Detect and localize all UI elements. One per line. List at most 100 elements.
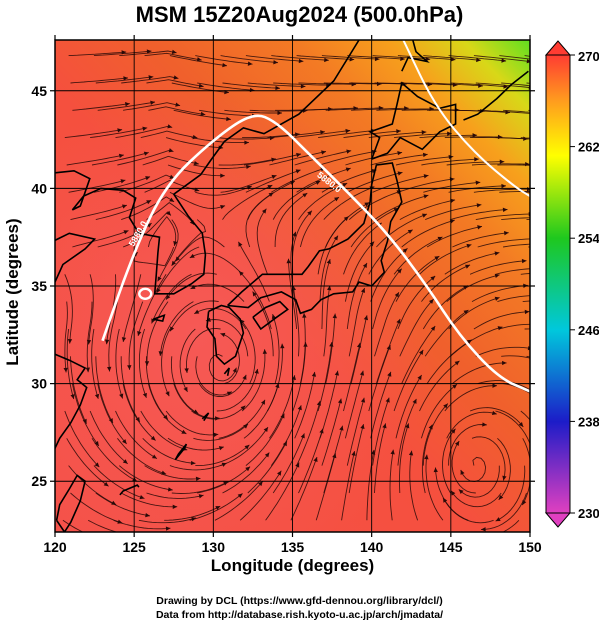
streamline (319, 235, 339, 302)
streamline-arrow (531, 111, 536, 115)
streamline-arrow (360, 397, 366, 403)
streamline-arrow (502, 207, 508, 212)
streamline (68, 51, 127, 57)
streamline (464, 519, 520, 532)
streamline-arrow (170, 326, 175, 332)
streamline (140, 130, 198, 139)
streamline (171, 219, 207, 266)
streamline-arrow (247, 61, 253, 66)
contour-5880-small (138, 287, 153, 301)
streamline-arrow (501, 58, 507, 63)
streamline-arrow (226, 116, 231, 122)
streamline (193, 164, 251, 169)
streamline (122, 383, 156, 441)
streamline (450, 326, 503, 357)
streamline-arrow (443, 403, 448, 409)
streamline (145, 356, 169, 420)
streamline (224, 109, 282, 114)
streamline (195, 444, 250, 467)
streamline (273, 82, 331, 86)
streamline-arrow (161, 470, 167, 475)
streamline (325, 202, 370, 248)
streamline (115, 125, 173, 139)
streamline-arrow (458, 489, 464, 495)
streamline (93, 465, 145, 499)
x-tick-label: 130 (202, 539, 226, 555)
streamline-arrow (122, 459, 128, 464)
streamline-arrow (387, 371, 392, 377)
streamline-arrow (494, 273, 500, 279)
streamline-arrow (472, 133, 478, 138)
streamline-arrow (494, 296, 500, 301)
streamline-arrow (298, 58, 304, 64)
streamline (216, 368, 258, 412)
streamline-arrow (424, 454, 429, 460)
streamline (395, 255, 440, 302)
streamline (321, 398, 342, 466)
streamline-arrow (119, 393, 124, 399)
streamline-arrow (267, 185, 273, 190)
streamline-arrow (167, 124, 173, 129)
streamline (247, 180, 296, 220)
streamline-arrow (311, 371, 317, 377)
streamline (475, 346, 530, 357)
streamline-arrow (421, 130, 427, 135)
streamline-arrow (502, 475, 507, 481)
streamline-arrow (146, 200, 152, 205)
streamline (292, 130, 351, 139)
streamline-arrow (112, 541, 117, 545)
colorbar-tick-label: 254 (578, 231, 599, 246)
streamline (473, 188, 530, 193)
streamline (115, 410, 158, 459)
streamline-arrow (447, 131, 452, 136)
streamline (473, 311, 530, 330)
streamline (274, 192, 308, 248)
streamline (71, 383, 100, 447)
streamline (113, 519, 171, 530)
streamline (148, 106, 206, 116)
streamline (115, 328, 124, 399)
streamline (389, 449, 394, 521)
streamline (193, 423, 249, 441)
streamline-arrow (521, 258, 527, 264)
streamline-arrow (422, 213, 427, 218)
streamline-arrow (576, 166, 581, 170)
streamline-arrow (67, 338, 73, 344)
streamline (64, 410, 100, 468)
streamline (108, 301, 118, 372)
streamline (195, 356, 233, 396)
streamline-arrow (190, 460, 196, 466)
streamline-arrow (254, 368, 259, 374)
streamline (199, 109, 257, 117)
streamline-arrow (302, 313, 307, 318)
streamline-arrow (433, 467, 438, 473)
streamline-arrow (423, 194, 429, 199)
streamline (397, 398, 417, 466)
streamline-arrow (277, 110, 282, 116)
streamline (346, 397, 365, 466)
streamline-arrow (450, 57, 456, 62)
x-tick-label: 140 (360, 539, 384, 555)
streamline (451, 440, 476, 494)
streamline (256, 208, 268, 275)
streamline-arrow (237, 493, 243, 498)
streamline-arrow (482, 422, 487, 427)
lat-lon-grid (55, 40, 530, 532)
streamline (460, 456, 487, 482)
streamline (222, 184, 273, 220)
streamline-arrow (260, 399, 266, 405)
streamline (452, 362, 507, 384)
streamline (426, 225, 483, 248)
streamline (321, 258, 331, 330)
y-tick-label: 30 (31, 376, 47, 392)
streamline-arrow (302, 193, 308, 198)
streamline (245, 55, 304, 62)
streamline (169, 191, 226, 209)
streamline (66, 154, 124, 166)
streamline (300, 107, 359, 111)
streamline-arrow (123, 230, 129, 235)
streamline-arrow (132, 477, 138, 482)
streamline-arrow (417, 375, 422, 381)
streamline (452, 232, 509, 248)
streamline-arrow (172, 504, 178, 509)
